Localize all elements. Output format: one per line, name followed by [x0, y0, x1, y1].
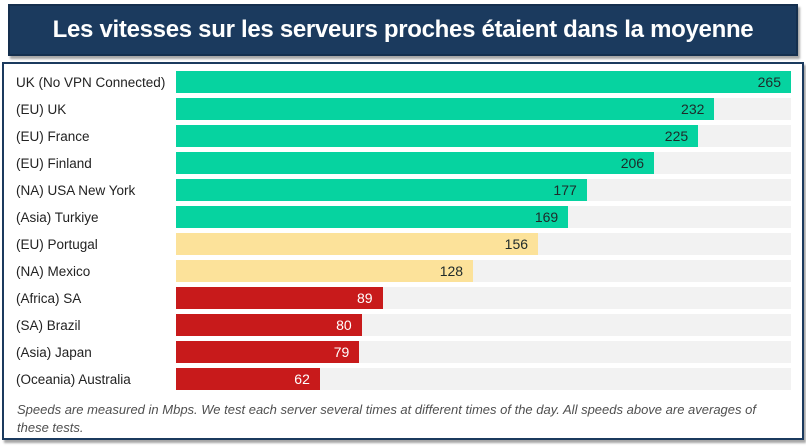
speed-bar-green: 225 [176, 125, 699, 147]
value-label: 79 [333, 344, 350, 360]
speed-bar-yellow: 128 [176, 260, 474, 282]
value-label: 89 [356, 290, 373, 306]
bar-track: 206 [176, 152, 791, 174]
value-label: 232 [681, 101, 705, 117]
chart-title-text: Les vitesses sur les serveurs proches ét… [52, 16, 754, 43]
bar-track: 79 [176, 341, 791, 363]
chart-row: (NA) USA New York 177 [13, 179, 791, 201]
chart-row: (Asia) Turkiye 169 [13, 206, 791, 228]
category-label: (NA) Mexico [16, 263, 91, 279]
value-label: 80 [336, 317, 352, 333]
chart-row: (EU) Finland 206 [13, 152, 791, 174]
category-label: (Asia) Japan [16, 344, 92, 360]
value-label: 169 [534, 209, 559, 225]
speed-bar-red: 89 [176, 287, 383, 309]
category-label: (EU) Portugal [16, 236, 98, 252]
value-label: 156 [504, 236, 529, 252]
category-label: (Oceania) Australia [16, 371, 131, 387]
chart-title: Les vitesses sur les serveurs proches ét… [8, 4, 798, 56]
chart-row: (Oceania) Australia 62 [13, 368, 791, 390]
bar-track: 156 [176, 233, 791, 255]
category-label: UK (No VPN Connected) [16, 74, 166, 90]
speed-bar-red: 80 [176, 314, 362, 336]
bar-track: 128 [176, 260, 791, 282]
value-label: 225 [664, 128, 689, 144]
speed-bar-green: 169 [176, 206, 569, 228]
chart-row: UK (No VPN Connected) 265 [13, 71, 791, 93]
value-label: 128 [439, 263, 464, 279]
category-label: (EU) France [16, 128, 90, 144]
bar-track: 62 [176, 368, 791, 390]
category-label: (Africa) SA [16, 290, 82, 306]
category-label: (SA) Brazil [16, 317, 81, 333]
speed-bar-green: 206 [176, 152, 655, 174]
bar-track: 232 [176, 98, 791, 120]
bar-track: 89 [176, 287, 791, 309]
chart-footnote: Speeds are measured in Mbps. We test eac… [17, 402, 756, 435]
value-label: 177 [553, 182, 577, 198]
chart-row: (Asia) Japan 79 [13, 341, 791, 363]
value-label: 265 [757, 74, 781, 90]
speed-bar-yellow: 156 [176, 233, 539, 255]
bar-track: 169 [176, 206, 791, 228]
chart-row: (NA) Mexico 128 [13, 260, 791, 282]
speed-bar-green: 232 [176, 98, 715, 120]
chart-row: (EU) France 225 [13, 125, 791, 147]
value-label: 62 [294, 371, 310, 387]
category-label: (EU) UK [16, 101, 67, 117]
chart-row: (Africa) SA 89 [13, 287, 791, 309]
bars-area: UK (No VPN Connected) 265 (EU) UK 232 (EU) F… [13, 71, 791, 390]
chart-row: (EU) UK 232 [13, 98, 791, 120]
bar-track: 80 [176, 314, 791, 336]
speed-bar-green: 265 [176, 71, 791, 93]
category-label: (Asia) Turkiye [16, 209, 99, 225]
bar-track: 265 [176, 71, 791, 93]
category-label: (NA) USA New York [16, 182, 136, 198]
chart-row: (SA) Brazil 80 [13, 314, 791, 336]
speed-chart-card: UK (No VPN Connected) 265 (EU) UK 232 (EU) F… [2, 62, 804, 440]
speed-bar-red: 62 [176, 368, 320, 390]
value-label: 206 [620, 155, 645, 171]
speed-bar-red: 79 [176, 341, 360, 363]
bar-track: 225 [176, 125, 791, 147]
chart-row: (EU) Portugal 156 [13, 233, 791, 255]
speed-bar-green: 177 [176, 179, 587, 201]
category-label: (EU) Finland [16, 155, 92, 171]
bar-track: 177 [176, 179, 791, 201]
